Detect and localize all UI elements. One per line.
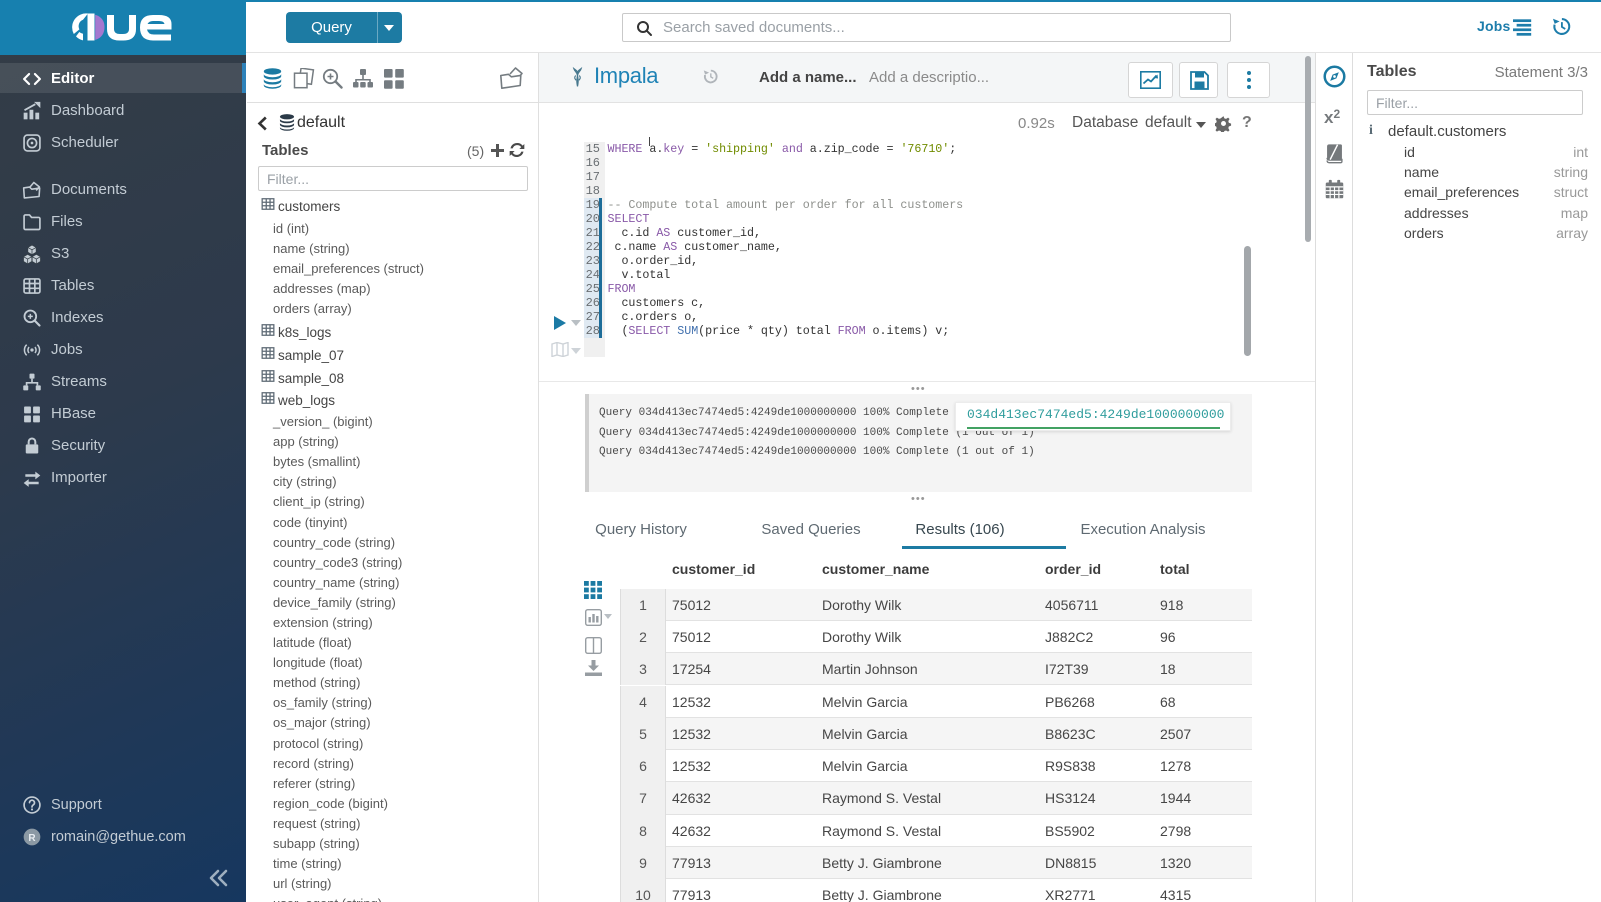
svg-text:R: R: [28, 833, 36, 844]
